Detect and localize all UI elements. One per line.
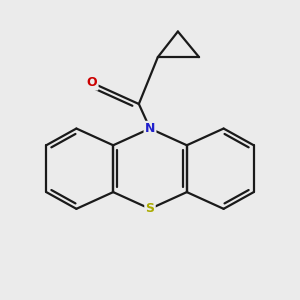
Text: S: S bbox=[146, 202, 154, 215]
Text: O: O bbox=[87, 76, 97, 89]
Text: N: N bbox=[145, 122, 155, 135]
